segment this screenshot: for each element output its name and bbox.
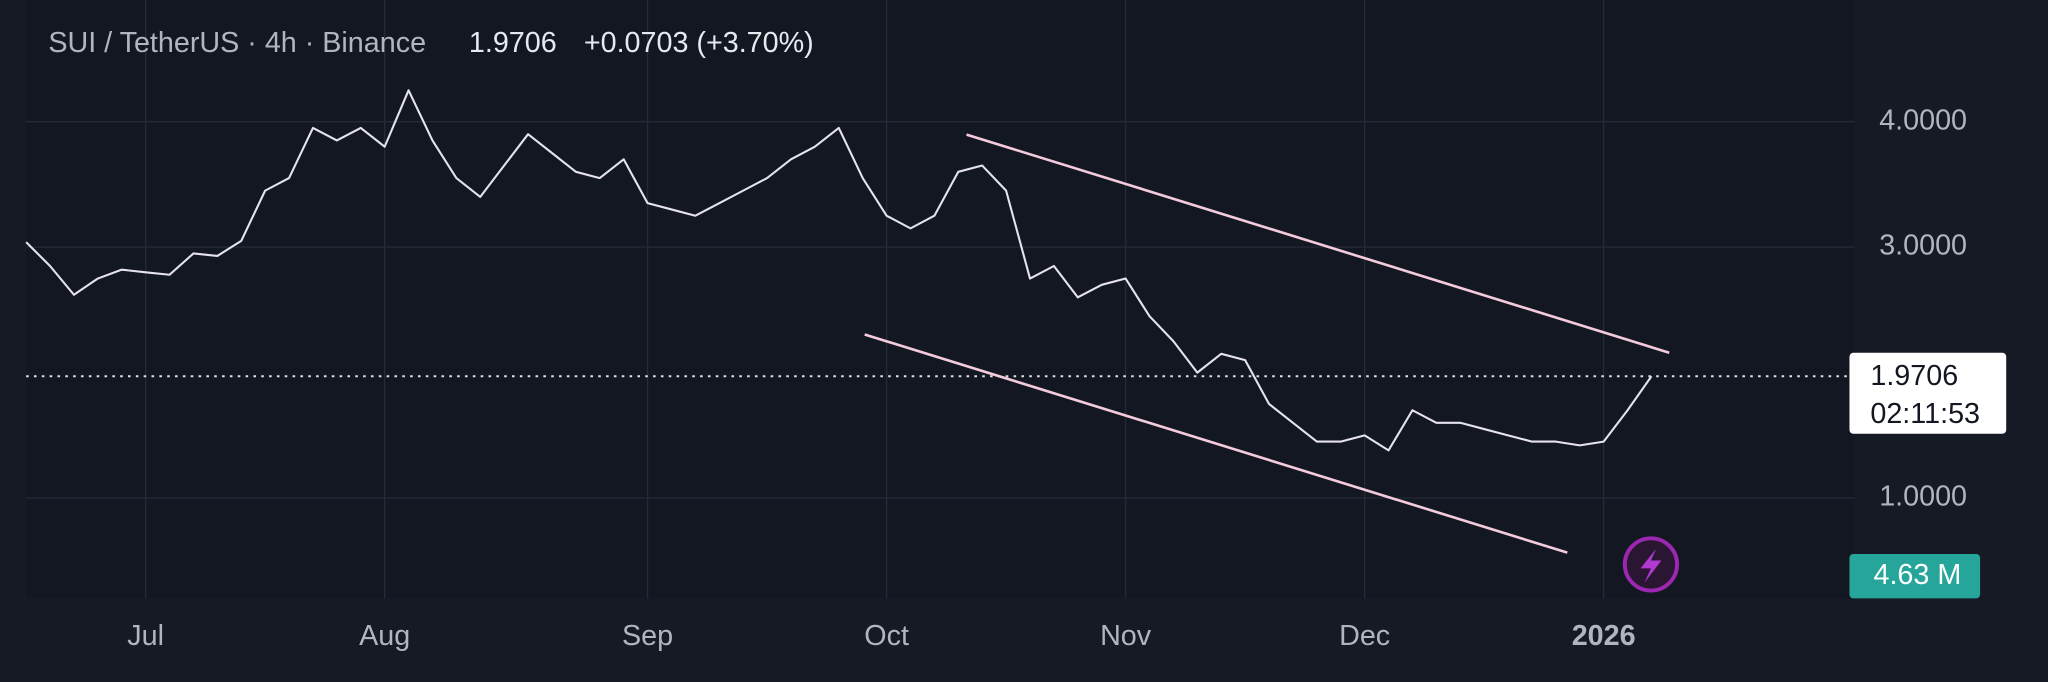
x-tick-label: Aug: [359, 620, 410, 652]
price-tag-value: 1.9706: [1870, 360, 1958, 392]
lightning-icon: [1640, 548, 1662, 583]
volume-tag: [1849, 553, 1981, 599]
grid: [26, 0, 1855, 599]
y-tick-label: 3.0000: [1879, 230, 1967, 262]
x-tick-label: Sep: [622, 620, 673, 652]
volume-label: 4.63 M: [1873, 559, 1961, 591]
x-tick-label: Jul: [127, 620, 164, 652]
y-tick-label: 4.0000: [1879, 104, 1967, 136]
x-tick-label: Oct: [864, 620, 909, 652]
header-change: +0.0703 (+3.70%): [584, 27, 814, 59]
trend-line: [864, 333, 1568, 554]
header-price: 1.9706: [469, 27, 557, 59]
countdown: 02:11:53: [1870, 398, 1980, 430]
x-tick-label: Dec: [1339, 620, 1390, 652]
price-tag: [1849, 352, 2007, 434]
y-tick-label: 1.0000: [1879, 481, 1967, 513]
symbol: SUI / TetherUS · 4h · Binance: [48, 27, 426, 59]
plot-area: [26, 0, 1855, 599]
x-tick-label: 2026: [1572, 620, 1636, 652]
x-tick-label: Nov: [1100, 620, 1152, 652]
price-line: [25, 89, 1653, 452]
plot: [25, 89, 1653, 452]
trend-line: [966, 133, 1670, 355]
